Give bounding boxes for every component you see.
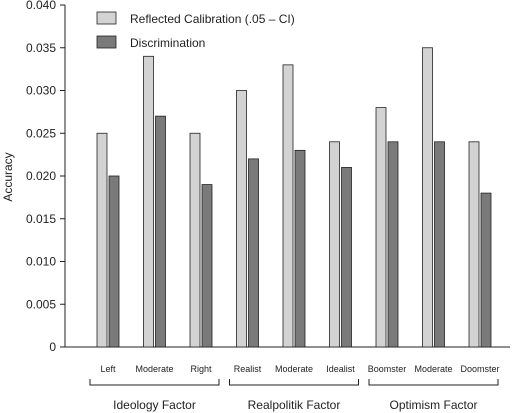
bar-reflected-calibration bbox=[282, 64, 294, 348]
group-bracket bbox=[89, 379, 220, 386]
bar-discrimination bbox=[341, 167, 352, 348]
bar-discrimination bbox=[155, 115, 166, 348]
bar-discrimination bbox=[480, 192, 492, 348]
legend-swatch bbox=[96, 11, 117, 25]
bar-reflected-calibration bbox=[143, 55, 154, 348]
bar-discrimination bbox=[201, 184, 213, 348]
x-category-label: Moderate bbox=[135, 364, 173, 374]
y-tick-label: 0.005 bbox=[26, 297, 56, 311]
group-label: Ideology Factor bbox=[113, 398, 196, 412]
bar-discrimination bbox=[248, 158, 259, 348]
bars bbox=[96, 47, 492, 348]
legend-label: Reflected Calibration (.05 – CI) bbox=[130, 12, 295, 26]
x-axis: Left Moderate Right Realist Moderate Idealist… bbox=[89, 364, 500, 412]
bar-discrimination bbox=[108, 175, 120, 348]
bar-discrimination bbox=[294, 149, 306, 348]
group-label: Optimism Factor bbox=[389, 398, 477, 412]
group-label: Realpolitik Factor bbox=[248, 398, 341, 412]
y-tick-label: 0.020 bbox=[26, 169, 56, 183]
x-category-label: Moderate bbox=[275, 364, 313, 374]
x-category-label: Left bbox=[100, 364, 116, 374]
x-category-label: Idealist bbox=[326, 364, 355, 374]
bar-discrimination bbox=[434, 141, 445, 348]
y-tick-label: 0.025 bbox=[26, 126, 56, 140]
x-category-label: Realist bbox=[234, 364, 262, 374]
bar-reflected-calibration bbox=[375, 107, 387, 348]
y-axis: 0 0.005 0.010 0.015 0.020 0.025 0.030 0.035 0.04… bbox=[26, 0, 510, 354]
x-category-label: Doomster bbox=[460, 364, 499, 374]
y-tick-label: 0 bbox=[49, 340, 56, 354]
x-category-label: Boomster bbox=[368, 364, 407, 374]
bar-discrimination bbox=[387, 141, 399, 348]
bar-reflected-calibration bbox=[236, 90, 247, 348]
bar-reflected-calibration bbox=[189, 132, 201, 348]
bar-reflected-calibration bbox=[422, 47, 433, 348]
group-bracket bbox=[229, 379, 359, 386]
bar-reflected-calibration bbox=[96, 132, 108, 348]
y-tick-label: 0.035 bbox=[26, 41, 56, 55]
legend-swatch bbox=[96, 35, 117, 49]
bar-reflected-calibration bbox=[468, 141, 480, 348]
y-axis-title: Accuracy bbox=[1, 152, 15, 201]
bar-reflected-calibration bbox=[329, 141, 340, 348]
y-tick-label: 0.010 bbox=[26, 255, 56, 269]
x-category-label: Moderate bbox=[414, 364, 452, 374]
group-bracket bbox=[368, 379, 499, 386]
x-category-label: Right bbox=[190, 364, 212, 374]
legend: Reflected Calibration (.05 – CI) Discrimi… bbox=[96, 11, 295, 50]
legend-label: Discrimination bbox=[130, 36, 205, 50]
y-tick-label: 0.030 bbox=[26, 84, 56, 98]
y-tick-label: 0.015 bbox=[26, 212, 56, 226]
y-tick-label: 0.040 bbox=[26, 0, 56, 12]
